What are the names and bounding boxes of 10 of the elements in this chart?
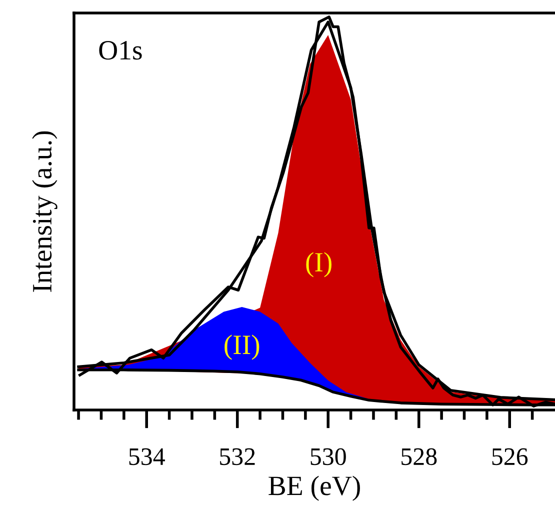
x-axis-title: BE (eV) <box>268 476 360 501</box>
x-tick-label: 526 <box>492 448 528 466</box>
x-tick-label: 528 <box>402 448 437 466</box>
annotation: (I) <box>306 252 332 278</box>
x-tick-label: 534 <box>129 448 165 466</box>
annotation: (II) <box>224 334 260 360</box>
y-axis-title: Intensity (a.u.) <box>32 131 58 292</box>
x-tick-label: 530 <box>310 448 346 466</box>
annotation: O1s <box>99 40 142 60</box>
x-tick-label: 532 <box>220 448 255 466</box>
